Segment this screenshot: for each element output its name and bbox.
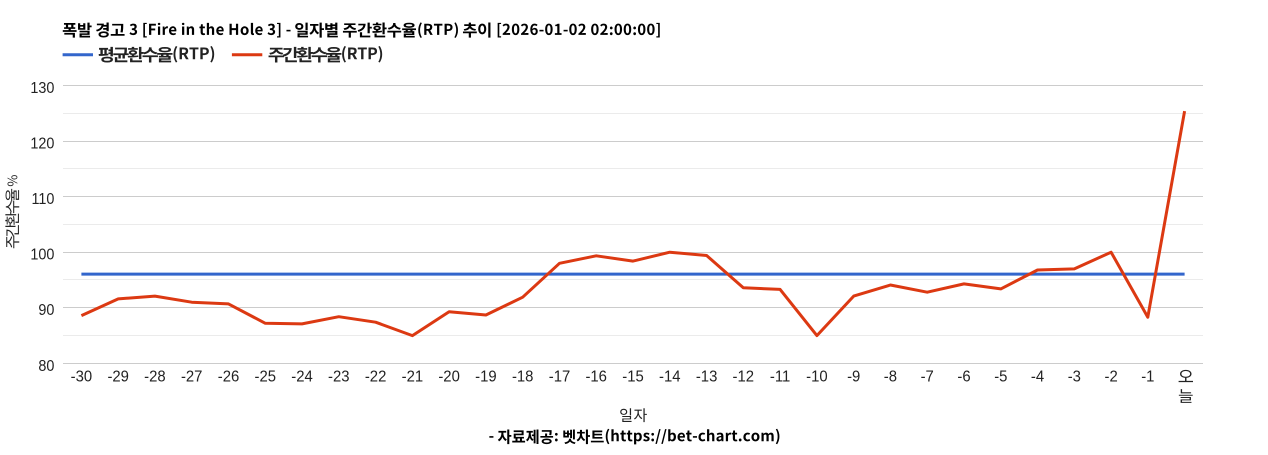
svg-text:-8: -8 — [884, 368, 897, 386]
svg-text:80: 80 — [38, 357, 54, 375]
svg-text:-3: -3 — [1068, 368, 1081, 386]
svg-text:-13: -13 — [696, 368, 717, 386]
svg-text:110: 110 — [31, 190, 54, 208]
svg-text:-21: -21 — [402, 368, 423, 386]
svg-text:-1: -1 — [1141, 368, 1154, 386]
svg-text:-11: -11 — [770, 368, 790, 386]
svg-text:-22: -22 — [365, 368, 386, 386]
svg-text:-25: -25 — [255, 368, 276, 386]
svg-text:-24: -24 — [291, 368, 313, 386]
svg-text:-26: -26 — [218, 368, 239, 386]
svg-text:-19: -19 — [475, 368, 496, 386]
svg-text:-29: -29 — [107, 368, 128, 386]
svg-text:-18: -18 — [512, 368, 533, 386]
svg-text:-15: -15 — [622, 368, 643, 386]
svg-text:-4: -4 — [1031, 368, 1045, 386]
svg-text:-27: -27 — [181, 368, 202, 386]
svg-text:-10: -10 — [806, 368, 827, 386]
svg-text:-20: -20 — [438, 368, 459, 386]
svg-text:-9: -9 — [847, 368, 860, 386]
svg-text:-28: -28 — [144, 368, 165, 386]
svg-text:-17: -17 — [549, 368, 570, 386]
svg-text:90: 90 — [38, 302, 54, 320]
svg-text:-23: -23 — [328, 368, 349, 386]
svg-text:-6: -6 — [957, 368, 970, 386]
svg-text:-16: -16 — [585, 368, 606, 386]
svg-text:-12: -12 — [733, 368, 754, 386]
svg-text:-14: -14 — [659, 368, 681, 386]
svg-text:120: 120 — [30, 135, 54, 153]
svg-text:-2: -2 — [1104, 368, 1117, 386]
svg-text:-5: -5 — [994, 368, 1007, 386]
svg-text:-30: -30 — [71, 368, 92, 386]
svg-text:100: 100 — [30, 246, 54, 264]
svg-text:130: 130 — [30, 79, 54, 97]
svg-text:-7: -7 — [921, 368, 934, 386]
